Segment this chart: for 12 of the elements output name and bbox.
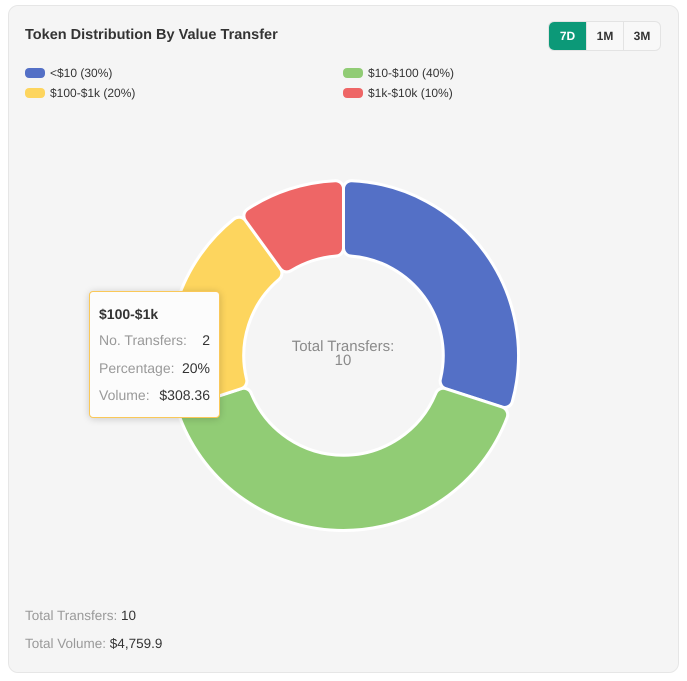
legend-label: $10-$100 (40%) <box>368 66 454 80</box>
text: Total Volume: $4,759.9 <box>25 636 162 651</box>
tooltip: $100-$1k No. Transfers: 2 Percentage: 20% Volume: $308.36 <box>89 291 220 418</box>
text: Total Transfers: 10 <box>290 338 396 369</box>
legend-label: <$10 (30%) <box>50 66 112 80</box>
range-button[interactable]: 7D <box>549 22 586 50</box>
text: Total Transfers: 10 <box>25 608 136 623</box>
legend-label: $100-$1k (20%) <box>50 86 136 100</box>
range-button[interactable]: 3M <box>623 22 660 50</box>
range-button[interactable]: 1M <box>586 22 623 50</box>
chart-title: Token Distribution By Value Transfer <box>25 26 278 44</box>
legend-label: $1k-$10k (10%) <box>368 86 453 100</box>
